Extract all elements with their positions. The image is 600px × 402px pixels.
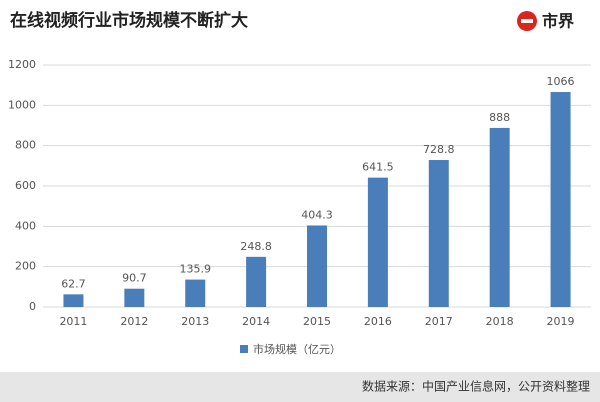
- logo-icon-bar: [521, 19, 533, 23]
- chart-title: 在线视频行业市场规模不断扩大: [10, 10, 248, 31]
- y-tick-label: 0: [29, 300, 36, 313]
- data-label: 404.3: [301, 208, 333, 221]
- data-label: 62.7: [61, 277, 86, 290]
- data-label: 90.7: [122, 272, 147, 285]
- source: 数据来源：中国产业信息网，公开资料整理: [362, 379, 590, 394]
- bar: [246, 256, 267, 307]
- data-label: 641.5: [362, 161, 394, 174]
- legend-swatch: [240, 345, 248, 353]
- bar: [550, 92, 571, 307]
- logo-text: 市界: [542, 12, 574, 31]
- bar: [63, 294, 84, 307]
- y-tick-label: 800: [15, 139, 36, 152]
- legend-label: 市场规模（亿元）: [253, 342, 341, 356]
- data-label: 1066: [547, 75, 575, 88]
- bar: [489, 127, 510, 307]
- bar: [185, 279, 206, 307]
- x-tick-label: 2014: [242, 315, 270, 328]
- x-tick-label: 2012: [120, 315, 148, 328]
- y-tick-label: 200: [15, 260, 36, 273]
- data-label: 248.8: [240, 240, 272, 253]
- data-label: 135.9: [179, 263, 211, 276]
- x-tick-label: 2015: [303, 315, 331, 328]
- data-label: 888: [489, 111, 510, 124]
- bar: [307, 225, 327, 307]
- x-tick-label: 2019: [547, 315, 575, 328]
- x-tick-label: 2016: [364, 315, 392, 328]
- x-tick-label: 2018: [486, 315, 514, 328]
- y-tick-label: 1000: [8, 98, 36, 111]
- bar: [124, 288, 145, 307]
- y-tick-label: 1200: [8, 58, 36, 71]
- bar: [428, 160, 449, 307]
- footer: [0, 372, 600, 402]
- y-tick-label: 400: [15, 219, 36, 232]
- y-tick-label: 600: [15, 179, 36, 192]
- bar: [367, 177, 388, 307]
- data-label: 728.8: [423, 143, 455, 156]
- x-tick-label: 2011: [59, 315, 87, 328]
- x-tick-label: 2013: [181, 315, 209, 328]
- x-tick-label: 2017: [425, 315, 453, 328]
